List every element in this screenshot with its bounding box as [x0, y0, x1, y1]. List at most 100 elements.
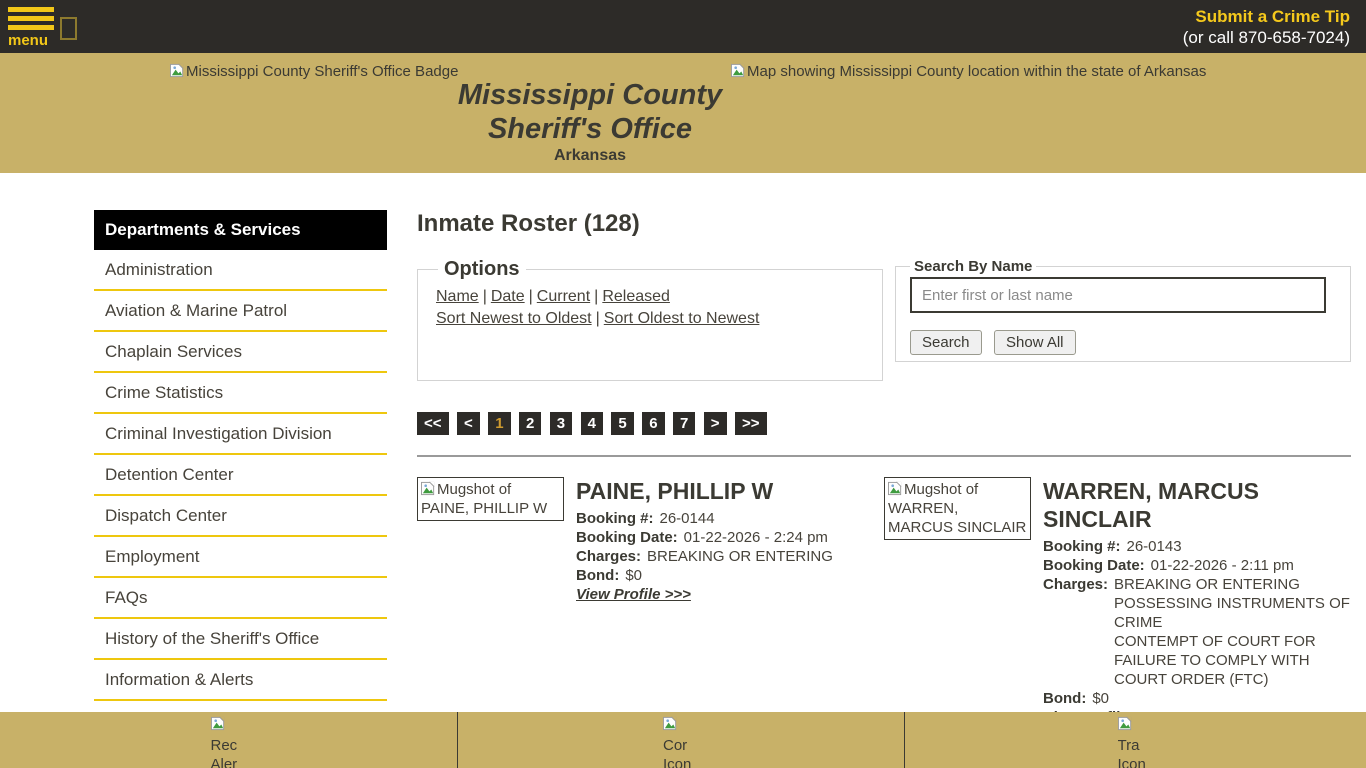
- filter-link-released[interactable]: Released: [602, 288, 670, 305]
- broken-logo-image: [60, 17, 77, 40]
- main-content: Inmate Roster (128) Options Name | Date | Cu…: [417, 210, 1351, 726]
- inmate-card: Mugshot of WARREN, MARCUS SINCLAIR WARRE…: [884, 477, 1351, 727]
- charge-item: POSSESSING INSTRUMENTS OF CRIME: [1114, 595, 1350, 631]
- sidebar-item-aviation-marine-patrol[interactable]: Aviation & Marine Patrol: [94, 291, 387, 332]
- sidebar-item-criminal-investigation-division[interactable]: Criminal Investigation Division: [94, 414, 387, 455]
- mugshot-alt-text: Mugshot of WARREN, MARCUS SINCLAIR: [888, 481, 1027, 536]
- sidebar-item-administration[interactable]: Administration: [94, 250, 387, 291]
- broken-image-icon: [421, 481, 435, 496]
- booking-date-label: Booking Date:: [1043, 557, 1145, 574]
- booking-number-value: 26-0144: [659, 510, 715, 527]
- inmate-list: Mugshot of PAINE, PHILLIP W PAINE, PHILL…: [417, 477, 1351, 727]
- search-button[interactable]: Search: [910, 330, 982, 355]
- pagination-page-3[interactable]: 3: [549, 412, 573, 435]
- inmate-name[interactable]: WARREN, MARCUS SINCLAIR: [1043, 478, 1259, 532]
- pagination-page-2[interactable]: 2: [519, 412, 542, 435]
- map-broken-image: Map showing Mississippi County location …: [731, 63, 1206, 80]
- mugshot-broken-image[interactable]: Mugshot of WARREN, MARCUS SINCLAIR: [884, 477, 1031, 540]
- footer-cell: Rec Aler: [0, 712, 458, 768]
- broken-image-icon: [731, 63, 745, 78]
- site-title-line1: Mississippi County: [457, 79, 723, 111]
- mugshot-alt-text: Mugshot of PAINE, PHILLIP W: [421, 481, 548, 517]
- inmate-card: Mugshot of PAINE, PHILLIP W PAINE, PHILL…: [417, 477, 884, 727]
- charge-list: BREAKING OR ENTERING: [647, 547, 833, 566]
- site-subtitle: Arkansas: [553, 147, 627, 164]
- footer-contact-broken-image[interactable]: Cor Icon: [663, 712, 699, 768]
- sidebar-title: Departments & Services: [94, 210, 387, 250]
- crime-tip-block: Submit a Crime Tip (or call 870-658-7024…: [1183, 6, 1350, 48]
- mugshot-broken-image[interactable]: Mugshot of PAINE, PHILLIP W: [417, 477, 564, 521]
- menu-label: menu: [8, 32, 49, 49]
- options-legend: Options: [444, 258, 520, 280]
- sidebar-item-crime-statistics[interactable]: Crime Statistics: [94, 373, 387, 414]
- sidebar-item-history[interactable]: History of the Sheriff's Office: [94, 619, 387, 660]
- broken-image-icon: [1117, 716, 1131, 731]
- booking-number-label: Booking #:: [576, 510, 654, 527]
- sidebar-item-faqs[interactable]: FAQs: [94, 578, 387, 619]
- bond-label: Bond:: [1043, 690, 1087, 707]
- sidebar-item-chaplain-services[interactable]: Chaplain Services: [94, 332, 387, 373]
- pagination: << < 1 2 3 4 5 6 7 > >>: [417, 412, 771, 435]
- options-panel: Options Name | Date | Current | Released Sort …: [417, 258, 883, 381]
- separator: |: [594, 288, 599, 305]
- footer-alt-text: Cor Icon: [663, 737, 692, 768]
- filter-link-date[interactable]: Date: [490, 288, 525, 305]
- view-profile-link[interactable]: View Profile >>>: [576, 586, 691, 603]
- inmate-name[interactable]: PAINE, PHILLIP W: [576, 478, 774, 504]
- bond-row: Bond: $0: [576, 566, 884, 585]
- sidebar-item-employment[interactable]: Employment: [94, 537, 387, 578]
- filter-links-row: Name | Date | Current | Released: [436, 287, 864, 307]
- filter-link-current[interactable]: Current: [536, 288, 591, 305]
- footer-alerts-broken-image[interactable]: Rec Aler: [210, 712, 247, 768]
- hamburger-icon: [8, 7, 60, 30]
- bond-label: Bond:: [576, 567, 620, 584]
- sidebar-item-detention-center[interactable]: Detention Center: [94, 455, 387, 496]
- site-title-line2: Sheriff's Office: [487, 113, 693, 145]
- pagination-first[interactable]: <<: [417, 412, 449, 435]
- broken-image-icon: [170, 63, 184, 78]
- booking-number-value: 26-0143: [1126, 538, 1182, 555]
- pagination-page-1[interactable]: 1: [488, 412, 511, 435]
- bond-row: Bond: $0: [1043, 689, 1351, 708]
- filter-link-name[interactable]: Name: [436, 288, 479, 305]
- divider: [417, 455, 1351, 457]
- footer-alt-text: Rec Aler: [210, 737, 238, 768]
- charges-label: Charges:: [576, 548, 642, 565]
- booking-number-row: Booking #: 26-0144: [576, 509, 884, 528]
- top-bar: menu Submit a Crime Tip (or call 870-658…: [0, 0, 1366, 53]
- charges-row: Charges: BREAKING OR ENTERING POSSESSING…: [1043, 575, 1351, 689]
- menu-button[interactable]: menu: [8, 7, 60, 48]
- pagination-page-4[interactable]: 4: [580, 412, 603, 435]
- pagination-next[interactable]: >: [703, 412, 727, 435]
- pagination-page-5[interactable]: 5: [611, 412, 634, 435]
- crime-tip-phone: (or call 870-658-7024): [1182, 28, 1350, 47]
- charges-row: Charges: BREAKING OR ENTERING: [576, 547, 884, 566]
- booking-date-value: 01-22-2026 - 2:24 pm: [683, 529, 828, 546]
- site-title: Mississippi County Sheriff's Office Arka…: [390, 78, 790, 166]
- booking-date-value: 01-22-2026 - 2:11 pm: [1150, 557, 1294, 574]
- footer-transparency-broken-image[interactable]: Tra Icon: [1117, 712, 1154, 768]
- sort-newest-to-oldest-link[interactable]: Sort Newest to Oldest: [436, 310, 592, 327]
- badge-broken-image: Mississippi County Sheriff's Office Badg…: [170, 63, 458, 80]
- sidebar: Departments & Services Administration Av…: [94, 210, 387, 742]
- pagination-page-6[interactable]: 6: [642, 412, 665, 435]
- pagination-last[interactable]: >>: [735, 412, 767, 435]
- booking-date-row: Booking Date: 01-22-2026 - 2:11 pm: [1043, 556, 1351, 575]
- search-panel: Search By Name Search Show All: [895, 258, 1351, 362]
- submit-crime-tip-link[interactable]: Submit a Crime Tip: [1195, 7, 1350, 26]
- separator: |: [482, 288, 487, 305]
- footer-cell: Cor Icon: [458, 712, 905, 768]
- sort-oldest-to-newest-link[interactable]: Sort Oldest to Newest: [603, 310, 760, 327]
- site-header: Mississippi County Sheriff's Office Badg…: [0, 53, 1366, 173]
- bond-value: $0: [625, 567, 643, 584]
- pagination-page-7[interactable]: 7: [672, 412, 696, 435]
- footer-alt-text: Tra Icon: [1117, 737, 1146, 768]
- sidebar-item-information-alerts[interactable]: Information & Alerts: [94, 660, 387, 701]
- inmate-info: WARREN, MARCUS SINCLAIR Booking #: 26-01…: [1043, 477, 1351, 727]
- search-input[interactable]: [910, 277, 1326, 313]
- pagination-prev[interactable]: <: [456, 412, 480, 435]
- show-all-button[interactable]: Show All: [993, 330, 1076, 355]
- sidebar-item-dispatch-center[interactable]: Dispatch Center: [94, 496, 387, 537]
- charge-item: BREAKING OR ENTERING: [647, 548, 833, 565]
- inmate-info: PAINE, PHILLIP W Booking #: 26-0144 Book…: [576, 477, 884, 604]
